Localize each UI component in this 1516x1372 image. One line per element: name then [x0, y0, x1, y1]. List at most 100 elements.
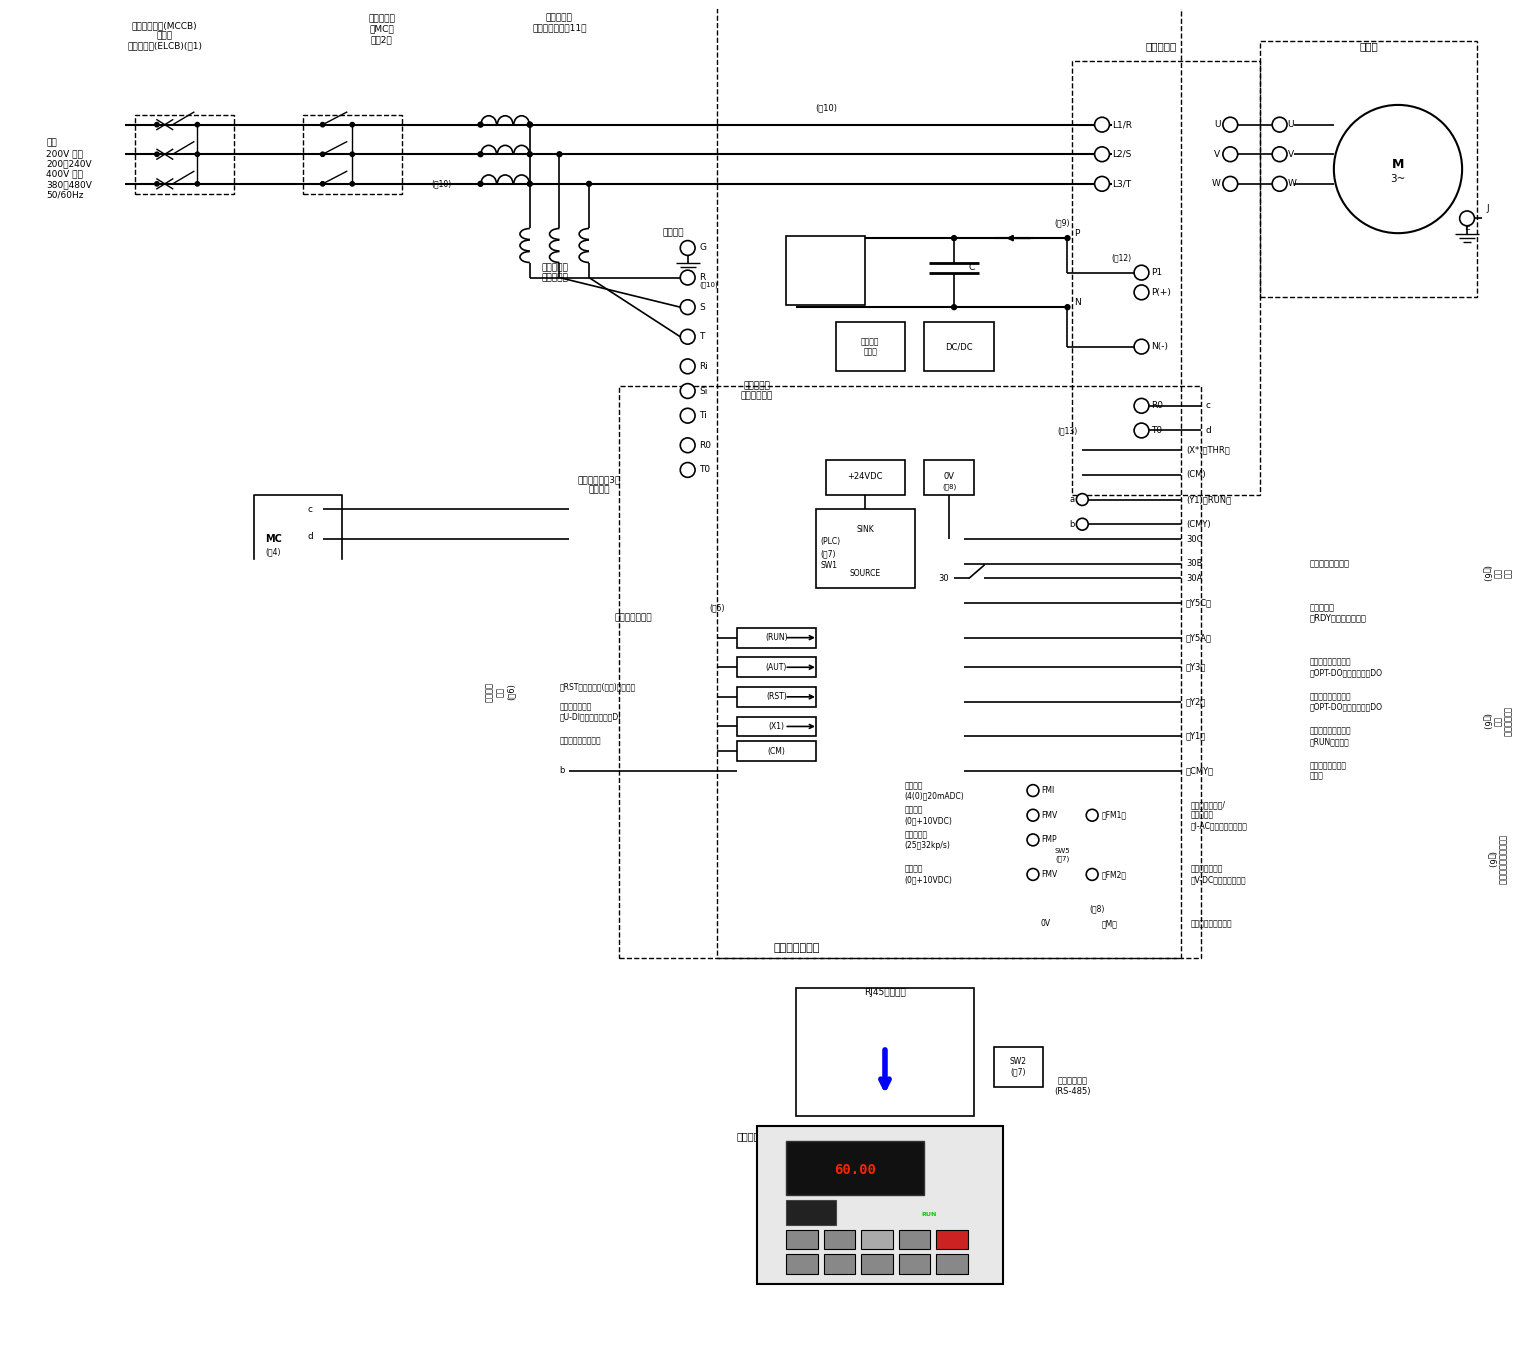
Circle shape — [1026, 834, 1038, 845]
Text: 30B: 30B — [1186, 560, 1202, 568]
Text: (RUN): (RUN) — [766, 632, 788, 642]
Text: N(-): N(-) — [1151, 342, 1169, 351]
Circle shape — [155, 122, 159, 126]
Text: データ送受信
(RS-485): データ送受信 (RS-485) — [1054, 1077, 1090, 1096]
Text: DC/DC: DC/DC — [944, 342, 973, 351]
Text: 30A: 30A — [1186, 573, 1202, 583]
Text: トランジスタ出力
コモン: トランジスタ出力 コモン — [1310, 761, 1346, 781]
Circle shape — [155, 152, 159, 156]
Text: (注4): (注4) — [265, 547, 280, 556]
Text: J: J — [1487, 204, 1489, 213]
Text: トランジスタ出力１
【RUN】運転中: トランジスタ出力１ 【RUN】運転中 — [1310, 727, 1351, 746]
Text: MC: MC — [265, 534, 282, 545]
Text: W: W — [1287, 180, 1296, 188]
Bar — [737, 716, 816, 737]
Circle shape — [952, 305, 957, 310]
Text: 電圧出力
(0〜+10VDC): 電圧出力 (0〜+10VDC) — [905, 805, 952, 825]
Bar — [925, 322, 993, 372]
Circle shape — [1134, 423, 1149, 438]
Text: 〈Y3〉: 〈Y3〉 — [1186, 663, 1207, 672]
Text: M: M — [1392, 158, 1404, 170]
Text: T0: T0 — [699, 465, 711, 475]
Bar — [823, 1254, 855, 1275]
Circle shape — [350, 181, 355, 187]
Text: 〈Y5A〉: 〈Y5A〉 — [1186, 632, 1211, 642]
Text: E: E — [1464, 224, 1471, 232]
Text: L2/S: L2/S — [1111, 150, 1131, 159]
Text: c: c — [1205, 402, 1211, 410]
Circle shape — [1272, 117, 1287, 132]
Circle shape — [1087, 809, 1098, 822]
Circle shape — [681, 299, 694, 314]
Text: +24VDC: +24VDC — [847, 472, 882, 482]
Text: 配線用遮断器(MCCB)
または
漏電遮断器(ELCB)(注1): 配線用遮断器(MCCB) または 漏電遮断器(ELCB)(注1) — [127, 21, 202, 51]
Bar — [787, 1140, 925, 1195]
Text: トランジスタ出力３
【OPT-DO】オプションDO: トランジスタ出力３ 【OPT-DO】オプションDO — [1310, 657, 1383, 676]
Bar — [135, 115, 233, 193]
Text: SW2
(注7): SW2 (注7) — [1010, 1056, 1026, 1077]
Text: T0: T0 — [1151, 425, 1163, 435]
Text: (注10): (注10) — [431, 180, 452, 188]
Circle shape — [478, 152, 484, 156]
Circle shape — [1272, 177, 1287, 191]
Text: R: R — [699, 273, 706, 283]
Text: W: W — [1211, 180, 1220, 188]
Bar — [899, 1229, 931, 1250]
Text: 電流抑制用
リアクトル: 電流抑制用 リアクトル — [541, 263, 568, 283]
Text: 30C: 30C — [1186, 535, 1202, 543]
Circle shape — [681, 329, 694, 344]
Circle shape — [1076, 519, 1088, 530]
Text: アナログ・パルス出力
(注6): アナログ・パルス出力 (注6) — [1487, 834, 1507, 885]
Text: (CMY): (CMY) — [1186, 520, 1210, 528]
Text: デジタル入力コモン: デジタル入力コモン — [559, 737, 600, 746]
Text: Ri: Ri — [699, 362, 708, 370]
Circle shape — [587, 181, 591, 187]
Text: (注5): (注5) — [709, 604, 725, 612]
Text: P(+): P(+) — [1151, 288, 1172, 296]
Circle shape — [320, 122, 324, 126]
Circle shape — [1026, 785, 1038, 797]
Text: d: d — [1205, 425, 1211, 435]
Circle shape — [1026, 868, 1038, 881]
Circle shape — [1134, 285, 1149, 299]
Text: アナログ出カコモン: アナログ出カコモン — [1190, 919, 1233, 929]
Text: SW5
(注7): SW5 (注7) — [1055, 848, 1070, 862]
Text: (CM): (CM) — [1186, 471, 1205, 479]
Text: 〈Y2〉: 〈Y2〉 — [1186, 697, 1207, 707]
Bar — [787, 1200, 835, 1225]
Circle shape — [1066, 305, 1070, 310]
Text: (注12): (注12) — [1111, 254, 1132, 262]
Text: 回生コンバータ: 回生コンバータ — [773, 944, 819, 954]
Circle shape — [320, 181, 324, 187]
Text: 運転・停止指令: 運転・停止指令 — [614, 613, 652, 623]
Text: インバータ: インバータ — [1146, 41, 1176, 51]
Text: RUN: RUN — [922, 1213, 937, 1217]
Text: C: C — [969, 263, 975, 272]
Circle shape — [320, 152, 324, 156]
Text: G: G — [699, 243, 706, 252]
Text: 0V: 0V — [943, 472, 955, 482]
Circle shape — [478, 122, 484, 128]
Circle shape — [556, 152, 562, 156]
Circle shape — [350, 122, 355, 126]
Text: R0: R0 — [699, 440, 711, 450]
Bar — [937, 1254, 967, 1275]
Bar — [619, 386, 1201, 958]
Circle shape — [1095, 147, 1110, 162]
Circle shape — [681, 462, 694, 477]
Text: チャージ
ランプ: チャージ ランプ — [861, 338, 879, 357]
Text: P1: P1 — [1151, 268, 1163, 277]
Text: タッチパネル: タッチパネル — [737, 1131, 772, 1142]
Bar — [937, 1229, 967, 1250]
Text: (注9): (注9) — [1055, 218, 1070, 228]
Text: V: V — [1287, 150, 1293, 159]
Text: 電圧検出用
同期電源入力: 電圧検出用 同期電源入力 — [741, 381, 773, 401]
Text: トランジスタ出力２
【OPT-DO】オプションDO: トランジスタ出力２ 【OPT-DO】オプションDO — [1310, 691, 1383, 712]
Circle shape — [528, 122, 532, 128]
Text: b: b — [1069, 520, 1075, 528]
Text: (Y1)【RUN】: (Y1)【RUN】 — [1186, 495, 1231, 504]
Bar — [737, 741, 816, 761]
Text: d: d — [308, 531, 314, 541]
Text: 電源協調用
リアクトル（注11）: 電源協調用 リアクトル（注11） — [532, 14, 587, 33]
Bar — [899, 1254, 931, 1275]
